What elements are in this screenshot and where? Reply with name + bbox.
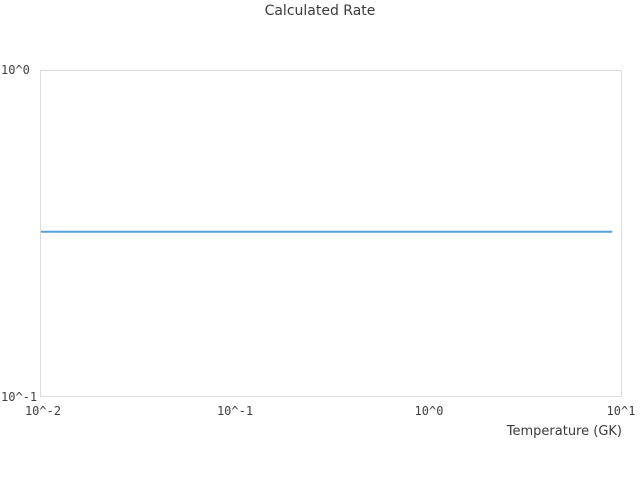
x-tick-label-1e-2: 10^-2 — [24, 404, 62, 418]
series-svg — [41, 230, 613, 233]
y-tick-label-1e0: 10^0 — [1, 63, 30, 77]
x-tick-label-1e1: 10^1 — [606, 404, 636, 418]
chart-title: Calculated Rate — [264, 3, 376, 19]
plot-area — [40, 70, 622, 397]
y-tick-label-1e-1: 10^-1 — [1, 390, 38, 404]
x-axis-label: Temperature (GK) — [506, 424, 622, 439]
x-tick-label-1e-1: 10^-1 — [216, 404, 254, 418]
x-tick-label-1e0: 10^0 — [414, 404, 444, 418]
